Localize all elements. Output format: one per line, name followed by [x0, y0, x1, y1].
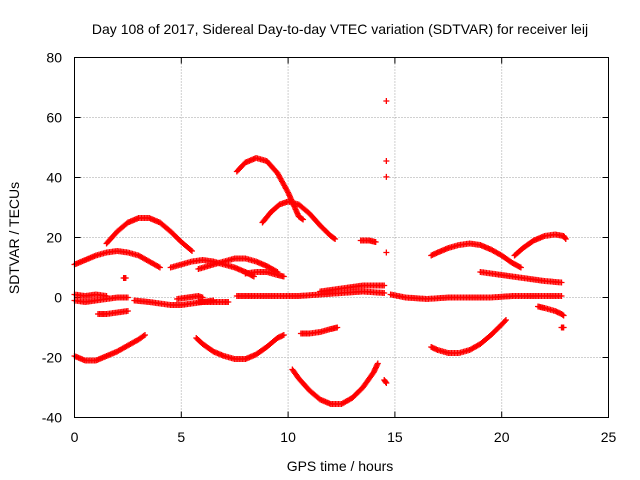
- data-point-marker: [103, 293, 110, 299]
- x-tick-label: 10: [280, 429, 296, 445]
- data-point-marker: [188, 248, 195, 254]
- data-point-marker: [298, 215, 305, 222]
- data-point-marker: [562, 236, 569, 242]
- x-tick-label: 0: [71, 429, 79, 445]
- y-tick-label: -40: [42, 410, 62, 426]
- axis-ticks: 0 5 10 15 20 25 -40 -20 0 20 40 60 80: [42, 50, 617, 446]
- data-point-marker: [560, 312, 567, 319]
- track-arc-30: [558, 324, 567, 331]
- track-arc-08: [131, 297, 217, 308]
- track-arc-06: [94, 308, 131, 317]
- track-arc-22: [381, 377, 390, 386]
- plot-frame: [74, 57, 609, 418]
- y-tick-label: -20: [42, 350, 62, 366]
- track-arc-03: [71, 332, 148, 364]
- chart-title: Day 108 of 2017, Sidereal Day-to-day VTE…: [92, 21, 588, 37]
- data-point-marker: [381, 290, 388, 296]
- data-point-marker: [383, 173, 390, 180]
- y-tick-label: 20: [46, 230, 62, 246]
- track-arc-02: [103, 215, 195, 254]
- data-point-marker: [374, 360, 381, 367]
- track-arc-27: [477, 269, 565, 286]
- track-arc-05: [71, 291, 110, 299]
- data-point-marker: [300, 216, 307, 223]
- data-point-marker: [382, 379, 389, 385]
- data-point-marker: [558, 293, 565, 299]
- data-point-marker: [187, 247, 194, 253]
- y-tick-label: 40: [46, 170, 62, 186]
- track-arc-19: [297, 324, 341, 337]
- data-point-marker: [334, 324, 341, 331]
- track-arc-01: [71, 248, 163, 271]
- x-axis-label: GPS time / hours: [287, 458, 394, 474]
- track-arc-10: [195, 299, 232, 305]
- track-arc-23: [383, 98, 390, 256]
- x-tick-label: 5: [177, 429, 185, 445]
- data-point-marker: [558, 279, 565, 286]
- data-point-marker: [332, 236, 339, 242]
- track-arc-20: [317, 282, 388, 295]
- data-point-marker: [155, 263, 162, 270]
- data-point-marker: [372, 239, 379, 245]
- data-point-marker: [124, 294, 131, 301]
- y-tick-label: 80: [46, 50, 62, 66]
- data-point-marker: [124, 308, 131, 314]
- data-point-marker: [156, 264, 163, 271]
- x-tick-label: 20: [494, 429, 510, 445]
- data-point-marker: [225, 299, 232, 305]
- data-point-marker: [122, 275, 129, 281]
- y-tick-label: 60: [46, 110, 62, 126]
- data-point-marker: [560, 324, 567, 331]
- track-arc-17: [233, 288, 388, 299]
- data-point-marker: [559, 311, 566, 318]
- track-arc-18: [289, 360, 381, 407]
- track-arc-28: [511, 231, 569, 259]
- data-point-marker: [331, 235, 338, 242]
- y-axis-label: SDTVAR / TECUs: [6, 182, 22, 294]
- track-arc-24: [387, 291, 565, 302]
- track-arc-13: [242, 269, 287, 280]
- data-point-marker: [141, 332, 148, 338]
- track-arc-07: [120, 275, 129, 281]
- track-arc-04: [71, 294, 131, 305]
- track-arc-14: [193, 332, 287, 362]
- data-point-marker: [383, 380, 390, 386]
- data-point-marker: [383, 158, 390, 164]
- track-arc-16: [259, 198, 339, 242]
- data-point-marker: [501, 318, 508, 325]
- data-point-marker: [383, 98, 390, 104]
- track-arc-25: [428, 317, 509, 356]
- data-point-marker: [280, 273, 287, 280]
- track-arc-21: [357, 237, 379, 245]
- data-markers: [71, 98, 569, 407]
- grid-lines: [74, 57, 609, 418]
- data-point-marker: [517, 264, 524, 271]
- data-point-marker: [280, 332, 287, 338]
- track-arc-26: [428, 240, 524, 271]
- data-point-marker: [381, 282, 388, 289]
- x-tick-label: 25: [601, 429, 617, 445]
- data-point-marker: [140, 332, 147, 339]
- y-tick-label: 0: [54, 290, 62, 306]
- x-tick-label: 15: [387, 429, 403, 445]
- track-arc-29: [535, 303, 567, 319]
- data-point-marker: [383, 249, 390, 256]
- data-point-marker: [502, 317, 509, 323]
- data-point-marker: [562, 235, 569, 241]
